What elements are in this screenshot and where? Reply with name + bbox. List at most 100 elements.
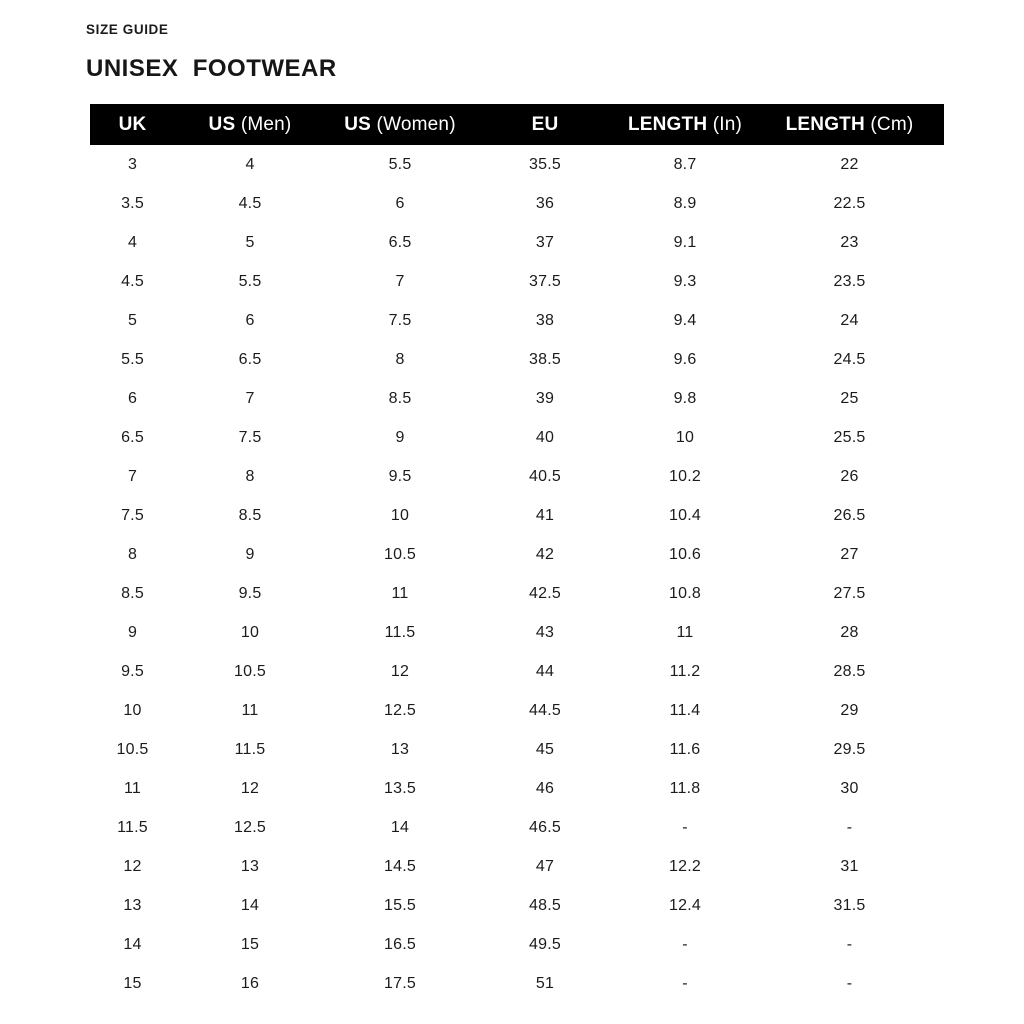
size-cell-length-cm: 25.5 [833, 428, 866, 446]
size-cell-uk: 12 [123, 857, 142, 875]
size-cell-us-women: 12 [390, 662, 410, 680]
size-cell-uk: 8 [127, 545, 138, 563]
size-cell-us-women: 7 [395, 272, 405, 290]
size-cell-us-women: 9 [395, 428, 405, 446]
size-cell-length-in: 12.4 [669, 896, 701, 914]
size-row: 8.5 9.5 11 42.5 10.8 27.5 [90, 574, 944, 613]
size-cell-length-cm: 22 [840, 155, 859, 173]
size-cell-length-cm: 30 [840, 779, 859, 797]
size-cell-eu: 46.5 [529, 818, 561, 836]
size-cell-uk: 6 [127, 389, 138, 407]
size-cell-us-men: 10 [240, 623, 260, 641]
size-cell-length-cm: 24 [840, 311, 859, 329]
size-cell-eu: 42.5 [529, 584, 561, 602]
size-cell-us-women: 10.5 [384, 545, 416, 563]
size-cell-us-men: 12 [240, 779, 260, 797]
size-cell-eu: 38 [535, 311, 555, 329]
size-cell-length-in: 9.6 [673, 350, 697, 368]
size-row: 8 9 10.5 42 10.6 27 [90, 535, 944, 574]
size-cell-length-cm: 26 [840, 467, 859, 485]
size-cell-us-men: 9.5 [238, 584, 262, 602]
size-cell-length-cm: 23 [840, 233, 859, 251]
size-cell-eu: 51 [535, 974, 555, 992]
size-cell-length-cm: 31 [840, 857, 859, 875]
size-row: 11 12 13.5 46 11.8 30 [90, 769, 944, 808]
size-row: 14 15 16.5 49.5 - - [90, 925, 944, 964]
size-cell-length-cm: - [846, 935, 853, 953]
size-cell-length-cm: 28.5 [833, 662, 866, 680]
size-row: 13 14 15.5 48.5 12.4 31.5 [90, 886, 944, 925]
size-row: 10.5 11.5 13 45 11.6 29.5 [90, 730, 944, 769]
size-cell-uk: 9.5 [121, 662, 144, 680]
size-cell-uk: 5 [127, 311, 138, 329]
size-cell-uk: 7.5 [121, 506, 144, 524]
page-title: UNISEX FOOTWEAR [86, 55, 337, 82]
size-cell-length-in: 10.4 [669, 506, 701, 524]
column-header-length-cm: LENGTH (Cm) [785, 113, 914, 135]
size-row: 10 11 12.5 44.5 11.4 29 [90, 691, 944, 730]
size-cell-uk: 6.5 [121, 428, 144, 446]
size-cell-eu: 40.5 [529, 467, 561, 485]
size-cell-us-men: 15 [240, 935, 260, 953]
size-cell-us-men: 4 [245, 155, 255, 173]
size-cell-us-men: 10.5 [234, 662, 266, 680]
size-cell-us-women: 14.5 [384, 857, 416, 875]
size-row: 7.5 8.5 10 41 10.4 26.5 [90, 496, 944, 535]
size-row: 7 8 9.5 40.5 10.2 26 [90, 457, 944, 496]
size-cell-length-in: - [682, 935, 688, 953]
size-cell-us-women: 8 [395, 350, 405, 368]
size-cell-uk: 14 [123, 935, 142, 953]
size-cell-us-women: 13 [390, 740, 410, 758]
size-cell-us-men: 6 [245, 311, 255, 329]
size-cell-eu: 41 [535, 506, 555, 524]
size-cell-length-in: 10 [675, 428, 695, 446]
size-cell-uk: 11 [123, 779, 141, 797]
size-cell-length-in: 11.2 [669, 662, 701, 680]
size-cell-uk: 3.5 [121, 194, 144, 212]
size-cell-us-women: 14 [390, 818, 410, 836]
size-cell-uk: 11.5 [117, 818, 148, 836]
size-cell-us-men: 5.5 [238, 272, 262, 290]
size-cell-length-cm: 24.5 [833, 350, 866, 368]
size-cell-length-cm: 28 [840, 623, 859, 641]
size-cell-us-women: 17.5 [384, 974, 416, 992]
size-cell-us-women: 8.5 [388, 389, 412, 407]
size-row: 5 6 7.5 38 9.4 24 [90, 301, 944, 340]
size-cell-uk: 5.5 [121, 350, 144, 368]
size-table-body: 3 4 5.5 35.5 8.7 22 3.5 4.5 6 36 8.9 22.5 4 5 6.5 37 9.1… [90, 145, 944, 1003]
size-cell-length-in: 10.6 [669, 545, 701, 563]
size-row: 3 4 5.5 35.5 8.7 22 [90, 145, 944, 184]
size-cell-length-cm: 31.5 [833, 896, 866, 914]
size-cell-eu: 48.5 [529, 896, 561, 914]
size-row: 5.5 6.5 8 38.5 9.6 24.5 [90, 340, 944, 379]
size-cell-us-men: 9 [245, 545, 255, 563]
size-cell-length-in: 9.3 [673, 272, 697, 290]
size-cell-us-women: 11 [391, 584, 409, 602]
size-row: 12 13 14.5 47 12.2 31 [90, 847, 944, 886]
size-cell-eu: 43 [535, 623, 555, 641]
size-cell-us-men: 6.5 [238, 350, 262, 368]
size-cell-length-in: 10.2 [669, 467, 701, 485]
size-cell-length-in: 11 [676, 623, 694, 641]
size-cell-eu: 44.5 [529, 701, 561, 719]
size-cell-us-women: 13.5 [384, 779, 416, 797]
size-cell-uk: 7 [127, 467, 138, 485]
size-cell-eu: 37 [535, 233, 555, 251]
size-table-head: UK US (Men) US (Women) EU LENGTH (In) LENGTH … [90, 104, 944, 145]
column-header-eu: EU [531, 113, 559, 135]
size-cell-length-cm: 26.5 [833, 506, 866, 524]
size-cell-length-in: 11.6 [669, 740, 701, 758]
size-cell-length-cm: 22.5 [833, 194, 866, 212]
size-cell-length-in: 12.2 [669, 857, 701, 875]
size-cell-length-cm: 25 [840, 389, 859, 407]
size-row: 4.5 5.5 7 37.5 9.3 23.5 [90, 262, 944, 301]
size-cell-length-in: 8.7 [673, 155, 697, 173]
size-cell-us-women: 11.5 [384, 623, 416, 641]
size-cell-us-men: 16 [240, 974, 260, 992]
size-row: 11.5 12.5 14 46.5 - - [90, 808, 944, 847]
size-cell-eu: 42 [535, 545, 555, 563]
size-cell-eu: 39 [535, 389, 555, 407]
column-header-us-women: US (Women) [344, 113, 456, 135]
size-guide-label: SIZE GUIDE [86, 22, 169, 37]
size-cell-us-women: 16.5 [384, 935, 416, 953]
